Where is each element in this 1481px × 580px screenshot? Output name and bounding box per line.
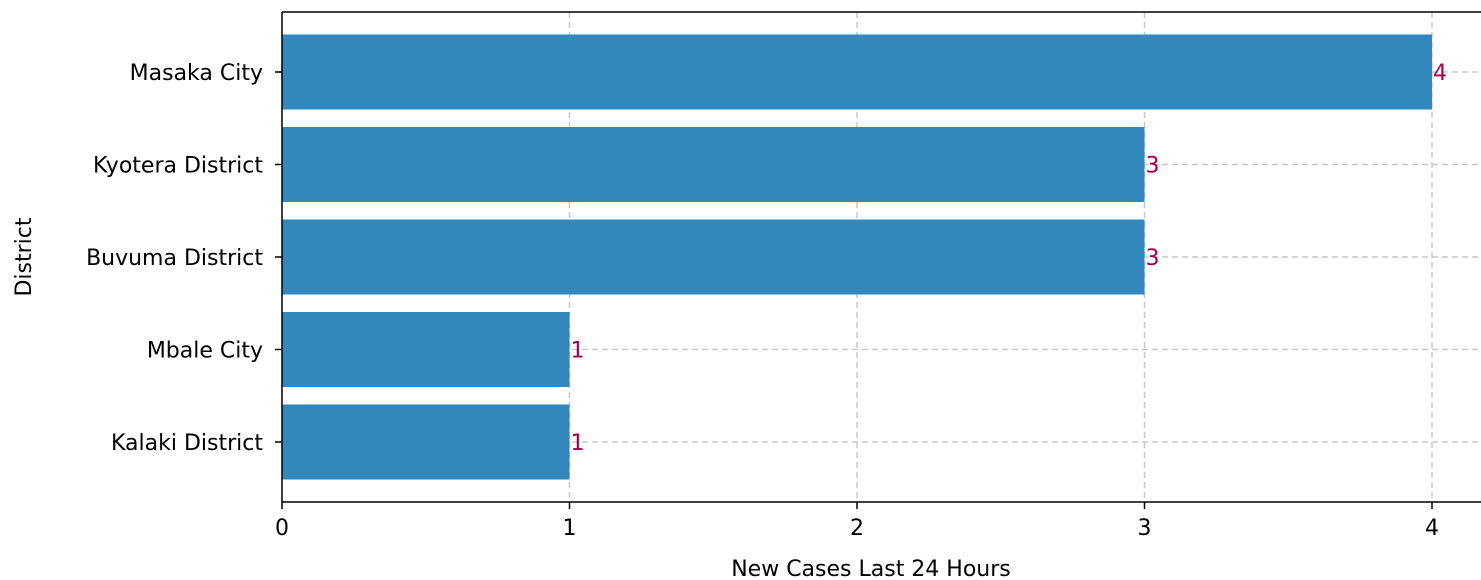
x-axis-title: New Cases Last 24 Hours (731, 557, 1011, 580)
bar-value-label: 1 (571, 339, 585, 364)
y-axis-title: District (12, 217, 37, 296)
bar (282, 127, 1145, 202)
y-tick-label: Mbale City (147, 339, 263, 364)
data-labels: 4 3 3 1 1 (571, 61, 1448, 456)
bar-value-label: 1 (571, 431, 585, 456)
y-tick-label: Kyotera District (93, 154, 263, 179)
x-tick-label: 1 (563, 516, 577, 541)
bar (282, 404, 570, 480)
x-tick-label: 4 (1425, 516, 1439, 541)
bar-value-label: 3 (1146, 246, 1160, 271)
y-tick-label: Kalaki District (111, 431, 263, 456)
bar (282, 34, 1432, 110)
x-ticks: 0 1 2 3 4 (275, 502, 1439, 541)
x-tick-label: 3 (1138, 516, 1152, 541)
y-ticks: Masaka City Kyotera District Buvuma Distri… (86, 61, 282, 456)
bar-value-label: 3 (1146, 154, 1160, 179)
bar (282, 312, 570, 387)
x-tick-label: 0 (275, 516, 289, 541)
bar-value-label: 4 (1433, 61, 1447, 86)
bar (282, 219, 1145, 295)
x-tick-label: 2 (850, 516, 864, 541)
y-tick-label: Masaka City (130, 61, 263, 86)
bars (282, 34, 1432, 480)
y-tick-label: Buvuma District (86, 246, 263, 271)
